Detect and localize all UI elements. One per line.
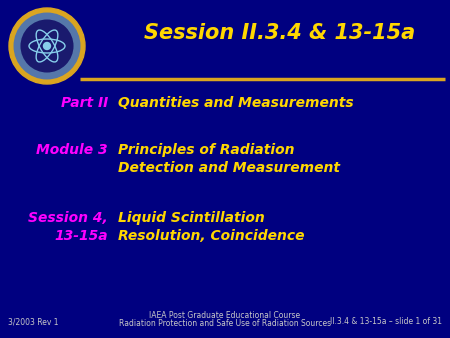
Text: II.3.4 & 13-15a – slide 1 of 31: II.3.4 & 13-15a – slide 1 of 31 xyxy=(330,317,442,327)
Circle shape xyxy=(15,14,79,78)
Text: Module 3: Module 3 xyxy=(36,143,108,157)
Text: Liquid Scintillation: Liquid Scintillation xyxy=(118,211,265,225)
Text: 13-15a: 13-15a xyxy=(54,229,108,243)
Text: Session 4,: Session 4, xyxy=(28,211,108,225)
Circle shape xyxy=(44,43,50,49)
Circle shape xyxy=(9,8,85,84)
Text: Radiation Protection and Safe Use of Radiation Sources: Radiation Protection and Safe Use of Rad… xyxy=(119,319,331,329)
Text: IAEA Post Graduate Educational Course: IAEA Post Graduate Educational Course xyxy=(149,311,301,319)
Text: Detection and Measurement: Detection and Measurement xyxy=(118,161,340,175)
Text: Resolution, Coincidence: Resolution, Coincidence xyxy=(118,229,305,243)
Text: Quantities and Measurements: Quantities and Measurements xyxy=(118,96,354,110)
Text: 3/2003 Rev 1: 3/2003 Rev 1 xyxy=(8,317,58,327)
Text: Principles of Radiation: Principles of Radiation xyxy=(118,143,294,157)
Text: Session II.3.4 & 13-15a: Session II.3.4 & 13-15a xyxy=(144,23,416,43)
Text: Part II: Part II xyxy=(61,96,108,110)
